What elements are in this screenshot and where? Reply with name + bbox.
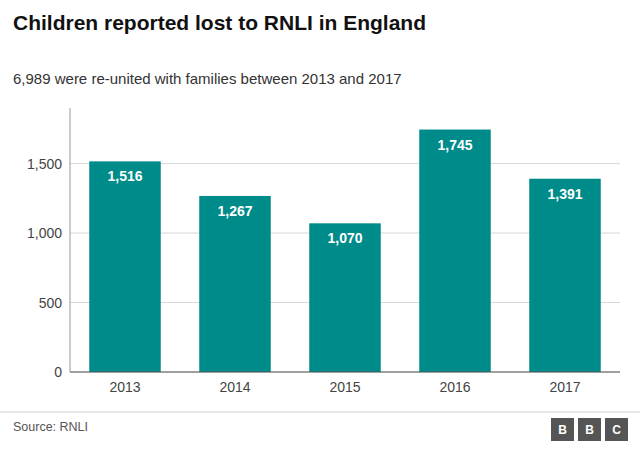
separator (0, 412, 640, 413)
labels: 1,516 1,267 1,070 1,745 1,391 (107, 137, 582, 247)
x-tick-label: 2013 (109, 379, 140, 395)
title: Children reported lost to RNLI in Englan… (13, 11, 426, 34)
y-tick-label: 0 (54, 364, 62, 380)
data-label: 1,391 (547, 186, 582, 202)
logo-letter: B (585, 423, 594, 437)
x-tick-label: 2014 (219, 379, 250, 395)
source: Source: RNLI (13, 420, 88, 434)
y-axis-line (70, 108, 71, 372)
bar (529, 179, 601, 372)
logo-box (578, 418, 601, 441)
subtitle: 6,989 were re-united with families betwe… (13, 70, 402, 87)
chart: Children reported lost to RNLI in Englan… (0, 0, 640, 450)
data-label: 1,516 (107, 168, 142, 184)
logo-letter: C (612, 423, 621, 437)
data-label: 1,745 (437, 137, 472, 153)
bars (89, 130, 601, 372)
bar (89, 161, 161, 372)
data-label: 1,267 (217, 203, 252, 219)
y-tick-label: 500 (39, 295, 63, 311)
bar (419, 130, 491, 372)
bar (199, 196, 271, 372)
logo-letter: B (558, 423, 567, 437)
x-tick-label: 2015 (329, 379, 360, 395)
bar (309, 223, 381, 372)
x-axis-line (70, 372, 620, 373)
x-tick-label: 2017 (549, 379, 580, 395)
logo-box (605, 418, 628, 441)
grid-line (70, 372, 620, 373)
logo: BBC (551, 418, 628, 441)
y-tick-label: 1,500 (27, 156, 62, 172)
logo-box (551, 418, 574, 441)
y-tick-label: 1,000 (27, 225, 62, 241)
x-tick-label: 2016 (439, 379, 470, 395)
data-label: 1,070 (327, 230, 362, 246)
